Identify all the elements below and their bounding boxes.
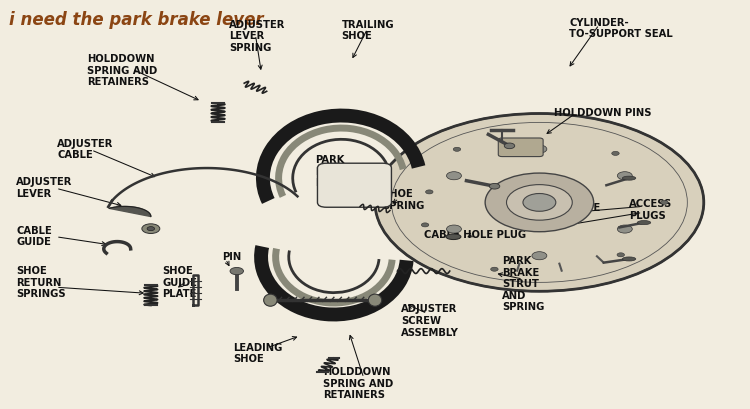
Text: CYLINDER-
TO-SUPPORT SEAL: CYLINDER- TO-SUPPORT SEAL (569, 18, 673, 39)
Circle shape (661, 201, 668, 205)
FancyBboxPatch shape (317, 164, 392, 208)
Ellipse shape (638, 221, 651, 225)
Ellipse shape (622, 177, 636, 181)
Text: SHOE
SPRING: SHOE SPRING (382, 189, 424, 210)
Text: ACCESS
PLUGS: ACCESS PLUGS (629, 199, 672, 220)
Circle shape (489, 184, 500, 190)
Text: SHOE
GUIDE
PLATE: SHOE GUIDE PLATE (162, 265, 197, 299)
Text: LEADING
SHOE: LEADING SHOE (233, 342, 283, 364)
Circle shape (532, 252, 547, 260)
Circle shape (532, 146, 547, 154)
Text: ADJUSTER
LEVER: ADJUSTER LEVER (16, 177, 73, 198)
Text: SUPPORT PLATE: SUPPORT PLATE (509, 203, 600, 213)
Text: HOLDDOWN
SPRING AND
RETAINERS: HOLDDOWN SPRING AND RETAINERS (322, 366, 393, 399)
Circle shape (506, 185, 572, 220)
Ellipse shape (622, 257, 636, 261)
Circle shape (617, 225, 632, 234)
Circle shape (490, 267, 498, 272)
Circle shape (147, 227, 154, 231)
Text: CABLE
GUIDE: CABLE GUIDE (16, 225, 52, 247)
Circle shape (142, 224, 160, 234)
Text: PIN: PIN (222, 251, 241, 261)
Text: CABLE HOLE PLUG: CABLE HOLE PLUG (424, 229, 526, 239)
Text: i need the park brake lever: i need the park brake lever (9, 11, 263, 29)
Circle shape (446, 172, 461, 180)
Ellipse shape (446, 234, 461, 240)
Ellipse shape (368, 294, 382, 306)
Text: ADJUSTER
CABLE: ADJUSTER CABLE (58, 138, 114, 160)
Circle shape (617, 253, 625, 257)
Text: TRAILING
SHOE: TRAILING SHOE (341, 20, 394, 41)
Circle shape (425, 191, 433, 194)
Circle shape (446, 225, 461, 234)
Circle shape (230, 268, 244, 275)
Ellipse shape (264, 294, 277, 306)
Circle shape (375, 114, 704, 292)
Circle shape (523, 194, 556, 212)
Circle shape (617, 172, 632, 180)
Circle shape (485, 174, 594, 232)
Polygon shape (110, 207, 151, 217)
Text: PARK
BRAKE
STRUT
AND
SPRING: PARK BRAKE STRUT AND SPRING (502, 255, 544, 312)
Text: HOLDDOWN PINS: HOLDDOWN PINS (554, 108, 652, 118)
Circle shape (612, 152, 620, 156)
Text: HOLDDOWN
SPRING AND
RETAINERS: HOLDDOWN SPRING AND RETAINERS (87, 54, 158, 87)
Text: PARK
BRAKE
LEVER: PARK BRAKE LEVER (315, 155, 352, 188)
Circle shape (504, 144, 515, 149)
Text: ADJUSTER
SCREW
ASSEMBLY: ADJUSTER SCREW ASSEMBLY (401, 303, 459, 337)
Text: SHOE
RETURN
SPRINGS: SHOE RETURN SPRINGS (16, 265, 66, 299)
Circle shape (453, 148, 460, 152)
FancyBboxPatch shape (498, 139, 543, 157)
Text: ADJUSTER
LEVER
SPRING: ADJUSTER LEVER SPRING (230, 20, 286, 53)
Circle shape (422, 223, 429, 227)
